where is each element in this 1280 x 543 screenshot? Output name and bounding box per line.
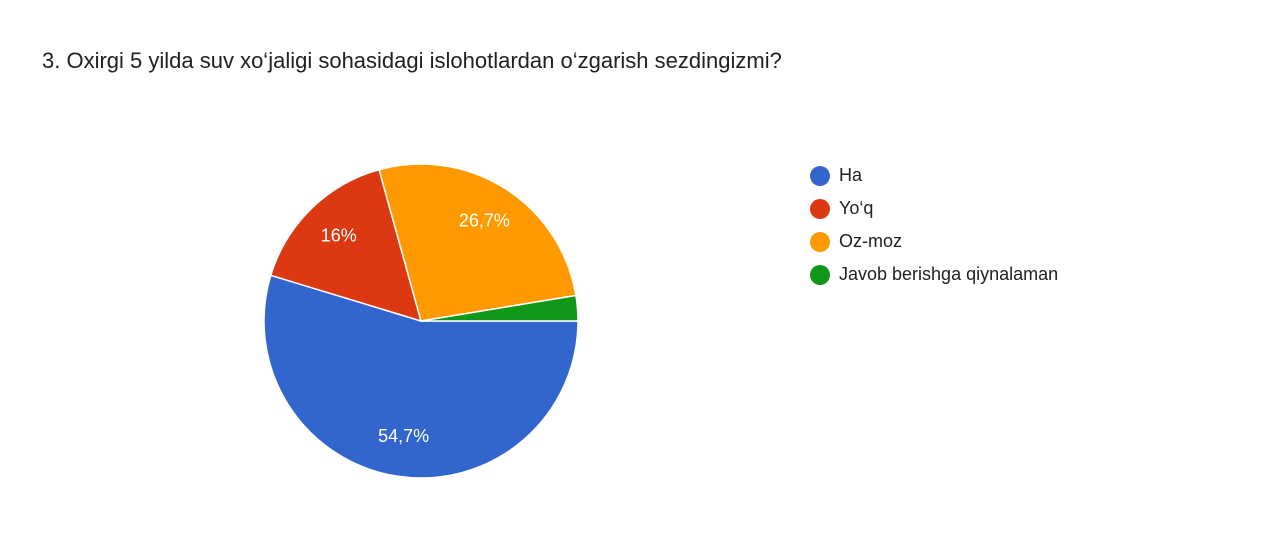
pie-slice bbox=[269, 168, 423, 323]
legend-marker bbox=[810, 166, 830, 186]
pie-slice bbox=[263, 274, 579, 479]
legend-label: Javob berishga qiynalaman bbox=[839, 264, 1058, 284]
legend-label: Ha bbox=[839, 165, 863, 185]
chart-title: 3. Oxirgi 5 yilda suv xo‘jaligi sohasida… bbox=[42, 48, 782, 73]
legend-label: Oz-moz bbox=[839, 231, 902, 251]
pie-slice bbox=[378, 163, 577, 322]
pie-slice bbox=[420, 294, 579, 322]
legend-marker bbox=[810, 265, 830, 285]
slice-label: 54,7% bbox=[378, 426, 429, 446]
slice-label: 16% bbox=[321, 225, 357, 245]
slice-label: 26,7% bbox=[459, 211, 510, 231]
legend-marker bbox=[810, 199, 830, 219]
legend-label: Yo‘q bbox=[839, 198, 873, 218]
legend-marker bbox=[810, 232, 830, 252]
